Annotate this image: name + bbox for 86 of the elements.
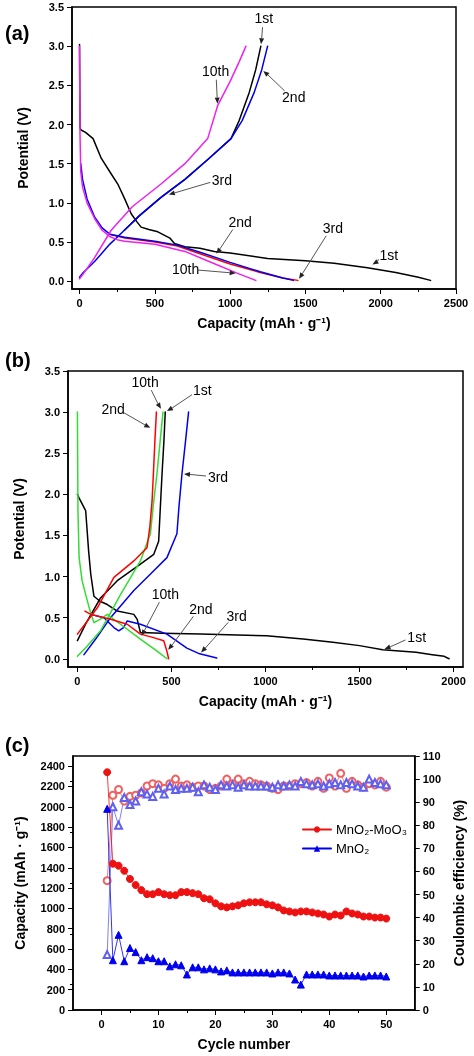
x-tick-label: 500 (162, 674, 181, 687)
y-tick-label: 2.5 (44, 447, 60, 460)
y-tick-label: 1600 (40, 841, 65, 854)
y-tick-label: 2.0 (44, 488, 60, 501)
y2-tick-label: 20 (422, 957, 435, 970)
x-tick-label: 2000 (368, 296, 393, 309)
annotation: 2nd (282, 88, 306, 105)
annotation: 2nd (189, 601, 213, 618)
x-tick-label: 10 (152, 1017, 165, 1030)
y-tick-label: 3.5 (48, 1, 64, 13)
y-tick-label: 0 (58, 1004, 65, 1016)
annotation: 1st (192, 382, 212, 399)
x-tick-label: 1500 (347, 674, 372, 687)
y-tick-label: 0.0 (48, 275, 64, 288)
y-tick-label: 3.0 (44, 406, 60, 419)
legend-label: MnO₂ (335, 841, 370, 856)
y-tick-label: 3.5 (44, 365, 60, 377)
y-tick-label: 2200 (40, 780, 65, 793)
y-tick-label: 0.0 (44, 652, 60, 665)
y-tick-label: 2.5 (48, 79, 64, 92)
y-tick-label: 1000 (40, 902, 65, 915)
x-tick-label: 1000 (217, 296, 243, 309)
y2-axis-title: Coulombic efficiency (%) (451, 799, 467, 967)
y2-tick-label: 110 (422, 750, 441, 762)
y2-tick-label: 40 (422, 911, 435, 924)
x-tick-label: 50 (380, 1017, 393, 1030)
annotation: 1st (254, 10, 274, 27)
x-tick-label: 0 (76, 296, 83, 309)
y-tick-label: 3.0 (48, 40, 64, 53)
y-axis-title: Potential (V) (11, 478, 27, 560)
x-tick-label: 500 (145, 296, 164, 309)
x-tick-label: 2500 (443, 296, 469, 309)
annotation: 2nd (101, 400, 125, 417)
y-tick-label: 0.5 (48, 236, 64, 248)
y-tick-label: 800 (46, 922, 65, 935)
y2-tick-label: 70 (422, 842, 435, 855)
y-tick-label: 0.5 (44, 611, 60, 624)
chart-title: (c) (5, 734, 30, 756)
y2-tick-label: 90 (422, 796, 435, 809)
x-axis-title: Capacity (mAh · g⁻¹) (197, 315, 331, 331)
y2-tick-label: 100 (422, 773, 442, 786)
annotation: 3rd (322, 220, 343, 237)
y-axis-title: Capacity (mAh · g⁻¹) (12, 816, 28, 950)
annotation: 1st (407, 628, 427, 645)
x-tick-label: 0 (98, 1017, 105, 1030)
x-tick-label: 20 (209, 1017, 222, 1030)
y-tick-label: 1.5 (48, 157, 64, 170)
y-tick-label: 1.5 (44, 529, 60, 542)
y2-tick-label: 80 (422, 819, 435, 832)
y-tick-label: 1200 (40, 882, 65, 895)
x-tick-label: 2000 (441, 674, 466, 687)
y-tick-label: 200 (46, 983, 65, 996)
annotation: 10th (131, 374, 159, 391)
x-axis-title: Capacity (mAh · g⁻¹) (198, 693, 333, 709)
annotation: 10th (172, 261, 200, 278)
annotation: 1st (379, 246, 399, 263)
x-tick-label: 1500 (293, 296, 318, 309)
annotation: 3rd (207, 468, 229, 485)
x-axis-title: Cycle number (197, 1036, 291, 1052)
legend-label: MnO₂-MoO₃ (335, 822, 407, 837)
x-tick-label: 1000 (253, 674, 278, 687)
y-tick-label: 400 (46, 963, 65, 976)
x-tick-label: 0 (74, 674, 81, 687)
annotation: 10th (151, 586, 180, 603)
x-tick-label: 30 (266, 1017, 279, 1030)
y-tick-label: 600 (46, 943, 65, 956)
y2-tick-label: 60 (422, 865, 435, 878)
y2-tick-label: 0 (422, 1004, 429, 1016)
annotation: 3rd (211, 172, 232, 188)
y-tick-label: 2.0 (48, 118, 64, 131)
y-tick-label: 1400 (40, 861, 65, 874)
x-tick-label: 40 (323, 1017, 336, 1030)
y2-tick-label: 30 (422, 934, 435, 947)
annotation: 2nd (228, 214, 252, 231)
y-axis-title: Potential (V) (15, 107, 31, 189)
y-tick-label: 2000 (40, 800, 65, 813)
annotation: 3rd (226, 607, 247, 624)
y2-tick-label: 50 (422, 888, 435, 901)
y-tick-label: 1.0 (44, 570, 60, 583)
annotation: 10th (201, 62, 230, 79)
y-tick-label: 2400 (40, 760, 65, 773)
y2-tick-label: 10 (422, 980, 435, 993)
y-tick-label: 1.0 (48, 196, 64, 209)
text: (a) (5, 22, 30, 44)
chart-title: (b) (5, 349, 31, 371)
y-tick-label: 1800 (40, 821, 65, 834)
